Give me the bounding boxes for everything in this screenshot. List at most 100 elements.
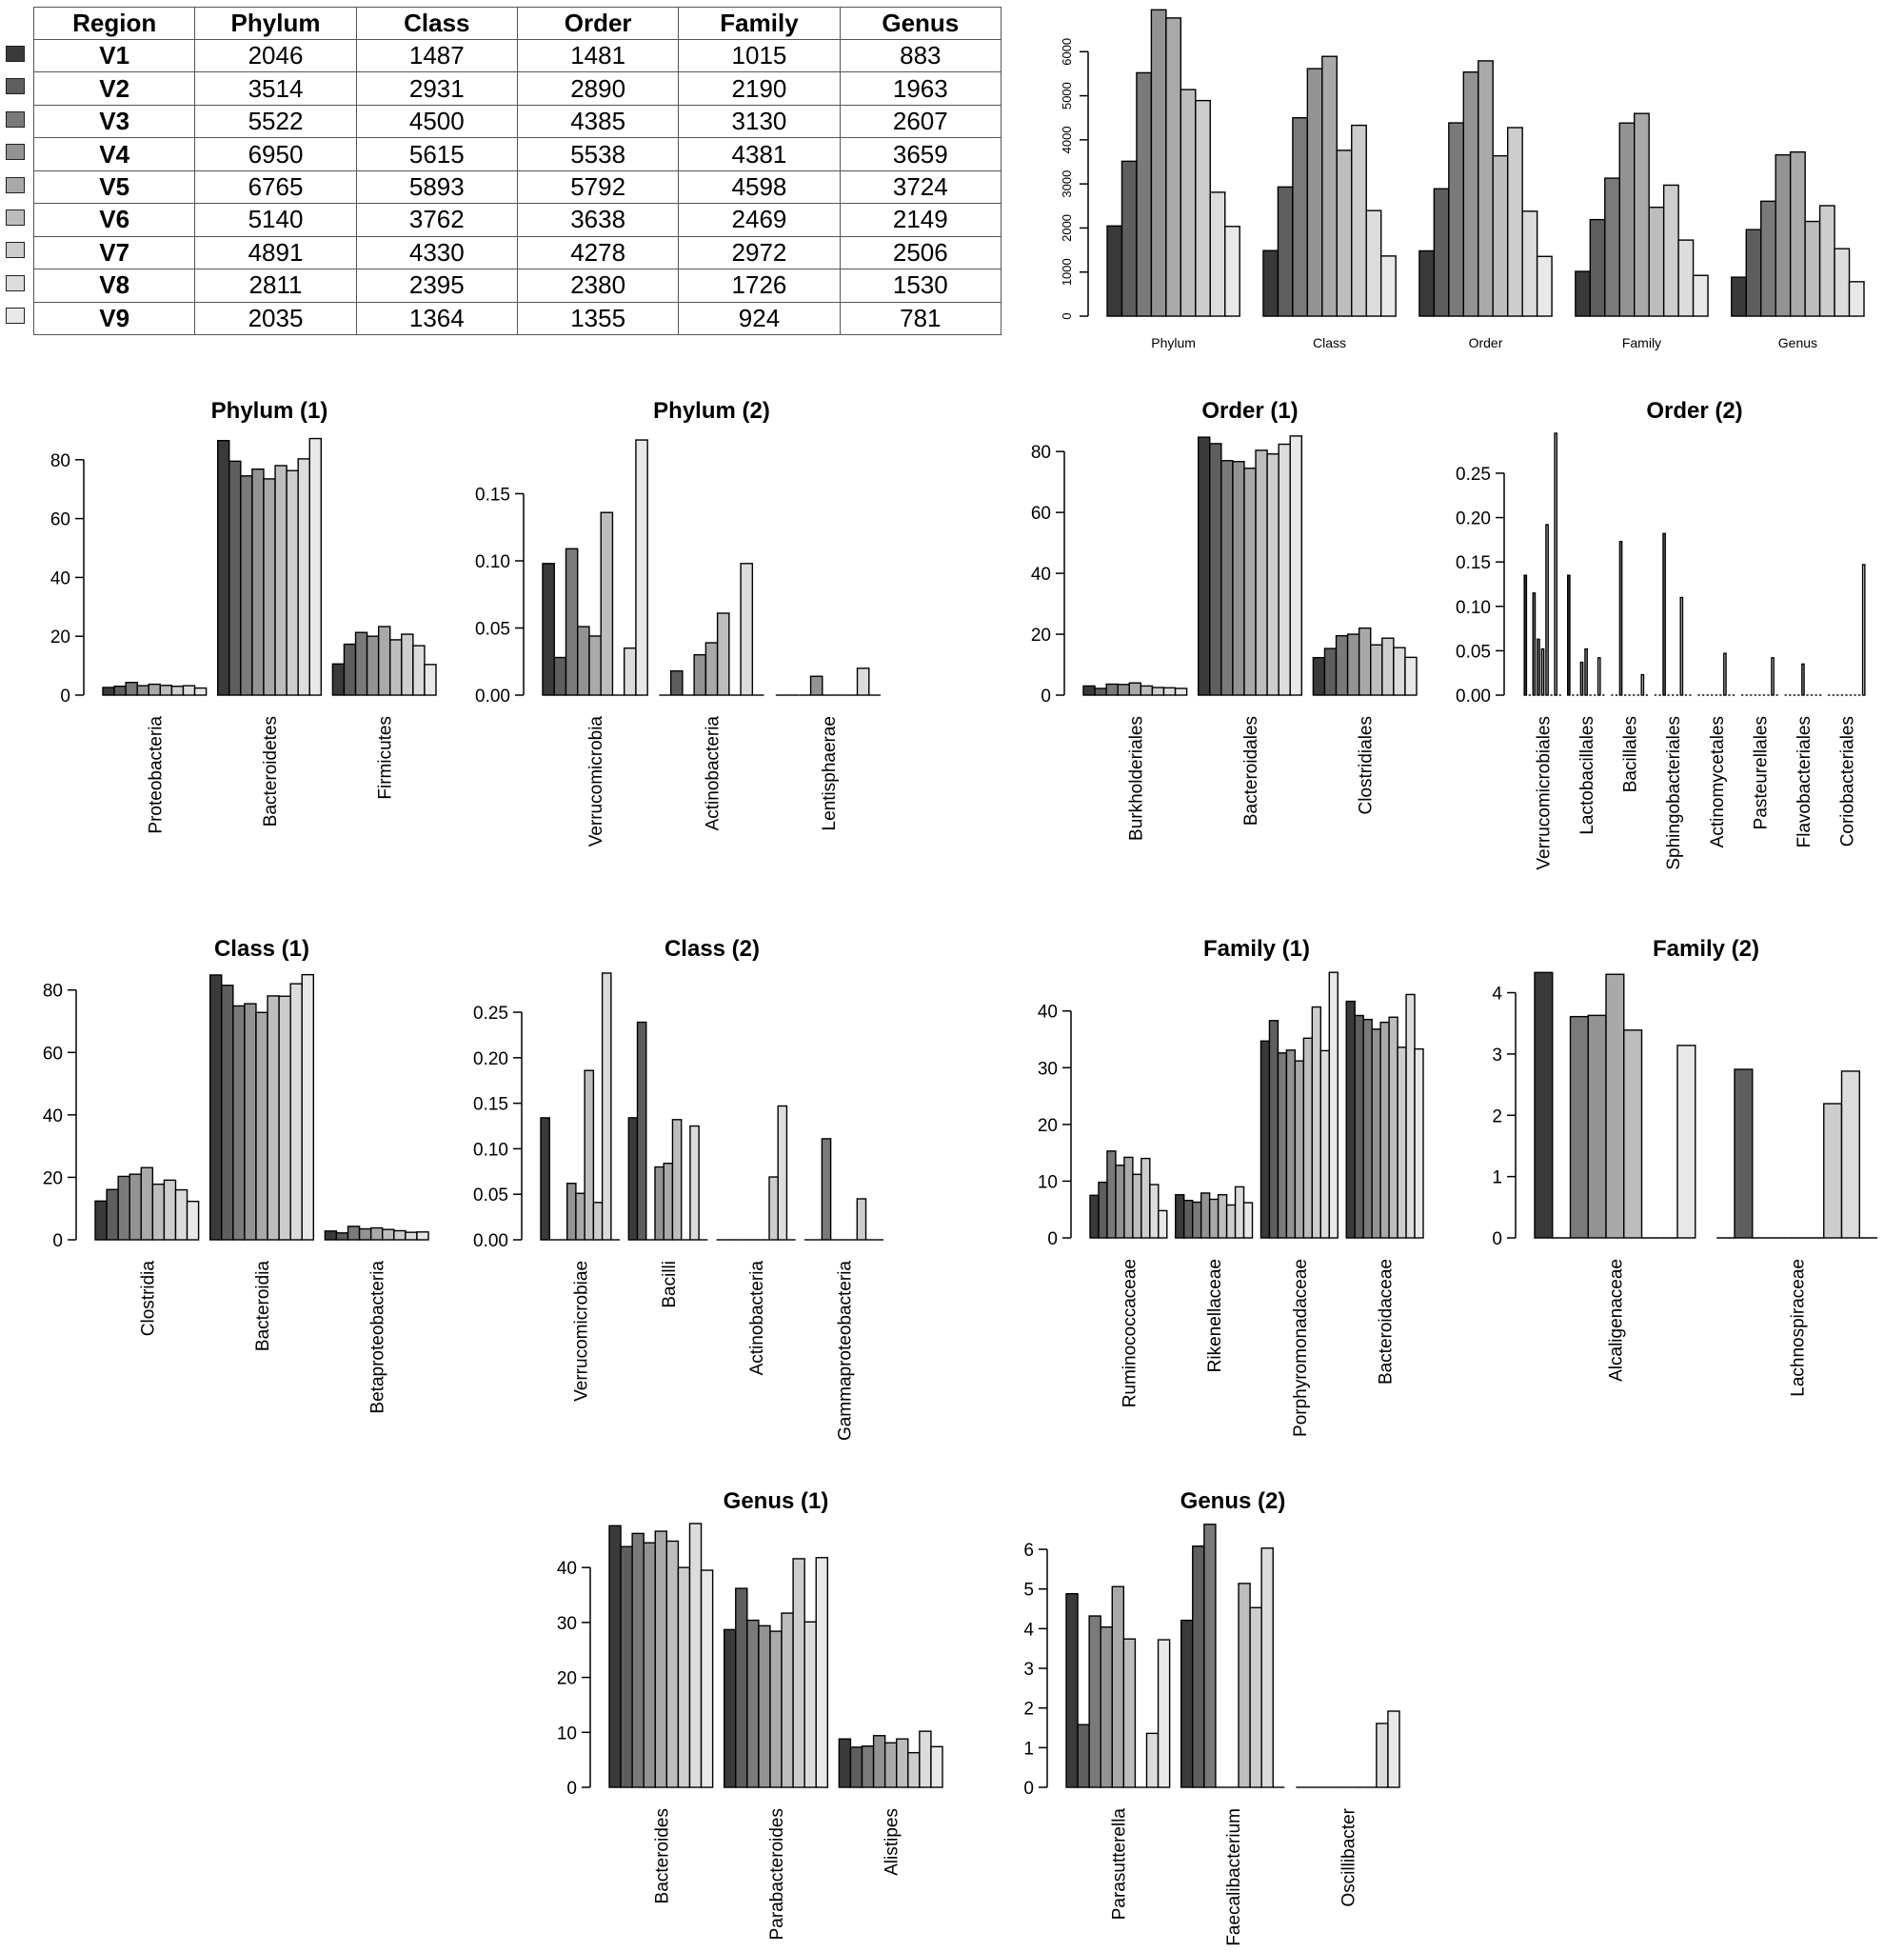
bar — [1232, 461, 1245, 696]
table-cell: 2380 — [516, 269, 680, 303]
bar — [635, 439, 648, 696]
bar — [1789, 150, 1806, 317]
bar — [1117, 684, 1130, 696]
chart-title: Class (1) — [214, 936, 309, 962]
y-tick-label: 5 — [1023, 1581, 1034, 1601]
table-cell: 3762 — [355, 203, 518, 237]
y-tick-label: 30 — [557, 1614, 577, 1634]
bar — [883, 1742, 898, 1788]
bar — [1306, 68, 1323, 317]
region-swatch — [6, 144, 25, 161]
bar — [1208, 1198, 1220, 1239]
table-cell: 924 — [678, 301, 841, 335]
bar — [324, 1230, 338, 1241]
bar — [1238, 1583, 1251, 1788]
table-cell: 4598 — [678, 169, 841, 205]
bar — [669, 669, 684, 696]
bar — [174, 1188, 188, 1241]
bar — [861, 1745, 875, 1788]
category-label: Actinobacteria — [704, 716, 724, 831]
category-label: Flavobacteriales — [1795, 716, 1815, 847]
table-cell: 1530 — [839, 269, 1002, 303]
bar — [1418, 249, 1436, 317]
bar — [1098, 1181, 1108, 1239]
bar — [665, 1540, 680, 1788]
category-label: Lactobacillales — [1577, 716, 1597, 835]
bar — [1478, 60, 1494, 317]
bar — [1354, 1014, 1364, 1239]
bar — [1771, 657, 1775, 696]
y-tick-label: 6000 — [1060, 38, 1074, 66]
bar — [1209, 443, 1222, 696]
table-row: V1 2046 1487 1481 1015 883 — [32, 38, 1002, 73]
bar — [377, 626, 391, 696]
region-label: V4 — [32, 137, 196, 171]
region-swatch — [6, 274, 25, 291]
y-tick-label: 40 — [43, 1106, 63, 1126]
bar — [1121, 160, 1138, 317]
y-tick-label: 4 — [1023, 1620, 1034, 1640]
table-cell: 3130 — [678, 104, 841, 139]
bar — [1346, 633, 1360, 696]
bar — [643, 1542, 656, 1788]
bar — [540, 1117, 550, 1241]
y-tick-label: 0.05 — [475, 619, 510, 639]
bar — [671, 1119, 683, 1241]
category-label: Phylum — [1151, 335, 1196, 350]
bar — [1285, 1049, 1297, 1239]
genus1-chart: Genus (1) 0 10 20 30 40 Bacteroides Parabactero… — [557, 1488, 943, 1940]
bar — [689, 1125, 700, 1241]
table-cell: 2972 — [678, 235, 841, 270]
bar — [601, 972, 612, 1241]
y-tick-label: 10 — [1038, 1172, 1058, 1192]
bar — [781, 1612, 794, 1788]
y-tick-label: 0.00 — [473, 1231, 508, 1251]
reads-chart: Number of reads with conf >= 0.801000200… — [1060, 9, 1865, 350]
table-cell: 1481 — [516, 38, 680, 73]
bar — [1335, 634, 1349, 696]
bar — [1225, 1204, 1237, 1239]
y-tick-label: 40 — [50, 568, 70, 588]
table-header-row: Region Phylum Class Order Family Genus — [32, 7, 1002, 40]
bar — [768, 1176, 779, 1241]
category-label: Bacteroides — [652, 1808, 672, 1903]
y-tick-label: 0.00 — [475, 687, 510, 707]
y-tick-label: 5000 — [1060, 82, 1074, 110]
chart-title: Family (2) — [1653, 936, 1759, 962]
bar — [1521, 210, 1538, 317]
bar — [600, 511, 614, 696]
bar — [129, 1173, 142, 1241]
bar — [1311, 1006, 1322, 1239]
bar — [1157, 1639, 1171, 1788]
bar — [588, 635, 602, 696]
bar — [1381, 637, 1395, 696]
y-tick-label: 40 — [557, 1559, 577, 1579]
category-label: Verrucomicrobiales — [1535, 716, 1555, 870]
bar — [113, 686, 127, 696]
bar — [1569, 1015, 1589, 1239]
bar — [1243, 468, 1257, 696]
bar — [1677, 239, 1695, 317]
chart-title: Genus (1) — [724, 1488, 829, 1514]
category-label: Parabacteroides — [767, 1808, 787, 1940]
y-tick-label: 1 — [1492, 1168, 1502, 1188]
table-cell: 5792 — [516, 169, 680, 205]
category-label: Gammaproteobacteria — [835, 1261, 855, 1441]
bar — [1579, 661, 1584, 696]
y-tick-label: 0.15 — [473, 1095, 508, 1115]
category-label: Class — [1313, 335, 1346, 350]
bar — [1197, 436, 1211, 696]
category-label: Bacteroidetes — [261, 716, 281, 827]
bar — [688, 1523, 703, 1788]
bar — [1648, 207, 1665, 317]
bar — [1387, 1710, 1400, 1788]
bar — [1289, 435, 1303, 696]
bar — [1587, 1014, 1607, 1239]
y-tick-label: 1000 — [1060, 258, 1074, 286]
bar — [1292, 117, 1309, 317]
bar — [255, 1011, 268, 1241]
bar — [1507, 127, 1523, 317]
bar — [1745, 229, 1762, 317]
bar — [1145, 1732, 1160, 1788]
bar — [1260, 1547, 1274, 1788]
